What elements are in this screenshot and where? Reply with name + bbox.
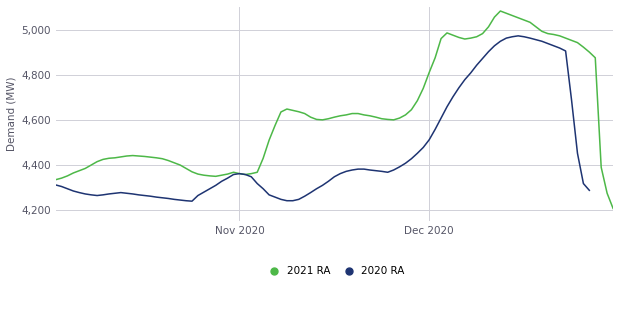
Y-axis label: Demand (MW): Demand (MW) [7,77,17,152]
Legend: 2021 RA, 2020 RA: 2021 RA, 2020 RA [260,262,409,281]
